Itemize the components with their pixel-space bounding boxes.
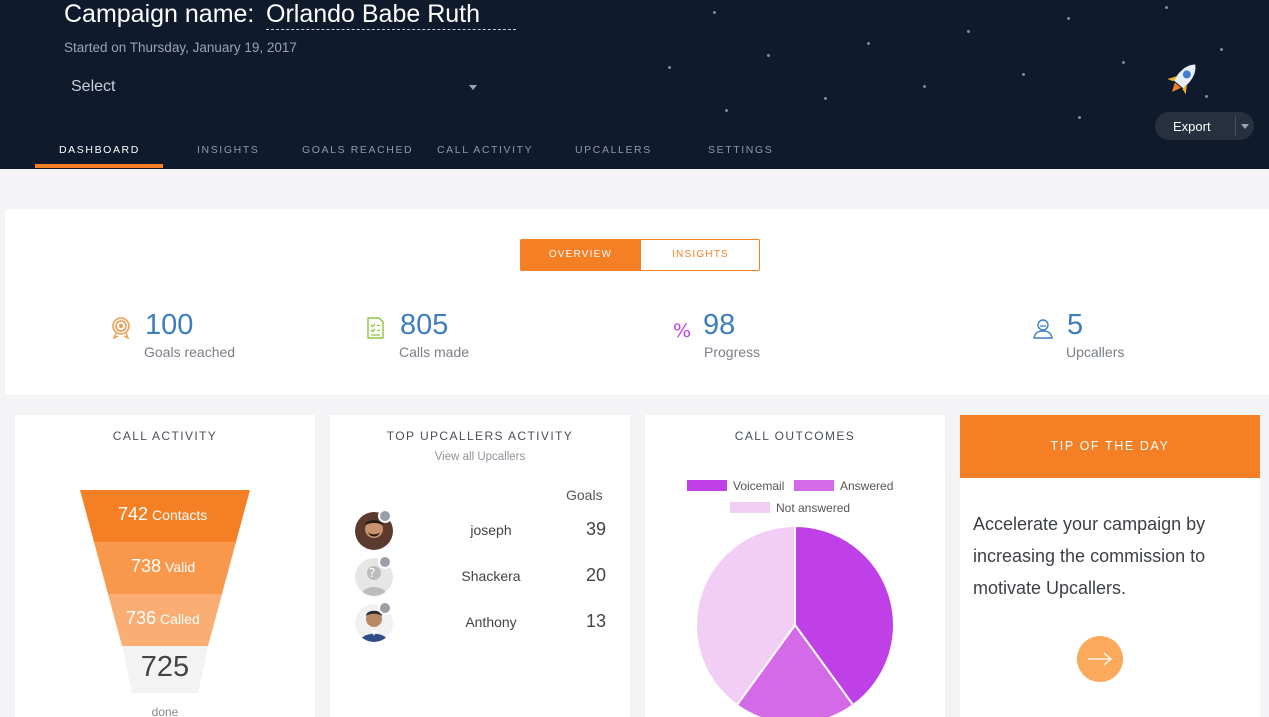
upcaller-row[interactable]: ? Shackera 20 (330, 555, 630, 598)
status-badge (378, 601, 392, 615)
tab-insights[interactable]: INSIGHTS (197, 144, 260, 156)
stat-value: 100 (145, 309, 194, 341)
legend-voicemail[interactable]: Voicemail (687, 479, 784, 493)
funnel-label-valid: 738 Valid (131, 556, 196, 576)
stat-value: 98 (703, 309, 736, 341)
stat-label: Goals reached (144, 344, 236, 360)
upcaller-goals: 13 (585, 611, 606, 631)
tip-of-the-day-card: TIP OF THE DAY Accelerate your campaign … (960, 415, 1260, 717)
legend-swatch (730, 502, 770, 513)
tip-text: Accelerate your campaign by increasing t… (973, 514, 1206, 598)
tab-goals-reached[interactable]: GOALS REACHED (302, 144, 414, 156)
pie-slice-answered[interactable] (735, 623, 855, 717)
card-title: CALL OUTCOMES (734, 429, 856, 443)
pie-slice-not-answered[interactable] (695, 524, 796, 707)
call-outcomes-pie (695, 524, 895, 717)
rocket-icon (1167, 64, 1196, 95)
card-title: TOP UPCALLERS ACTIVITY (386, 429, 574, 443)
upcaller-name: Shackera (461, 568, 521, 584)
legend-swatch (794, 480, 834, 491)
funnel-step-contacts (80, 490, 250, 542)
upcaller-name: Anthony (465, 614, 517, 630)
target-icon (112, 317, 130, 339)
funnel-label-called: 736 Called (126, 608, 200, 628)
stat-value: 5 (1067, 309, 1084, 341)
export-button[interactable]: Export (1155, 112, 1254, 140)
funnel-step-valid (94, 542, 236, 594)
export-label: Export (1173, 119, 1211, 134)
percent-icon: % (673, 320, 691, 339)
funnel-label-contacts: 742 Contacts (118, 504, 208, 524)
legend-swatch (687, 480, 727, 491)
upcaller-name: joseph (470, 522, 512, 538)
campaign-name-field[interactable]: Orlando Babe Ruth (266, 0, 517, 30)
tab-call-activity[interactable]: CALL ACTIVITY (437, 144, 534, 156)
user-icon (1033, 319, 1053, 339)
top-upcallers-card: TOP UPCALLERS ACTIVITY View all Upcaller… (330, 415, 630, 717)
call-outcomes-card: CALL OUTCOMES Voicemail Answered Not ans… (645, 415, 945, 717)
svg-text:?: ? (369, 566, 375, 580)
next-tip-button[interactable] (1077, 636, 1123, 682)
legend-answered[interactable]: Answered (794, 479, 893, 493)
avatar (355, 512, 393, 550)
tab-settings[interactable]: SETTINGS (708, 144, 774, 156)
view-toggle: OVERVIEW INSIGHTS (520, 239, 760, 271)
select-value: Select (71, 78, 116, 95)
legend-not-answered[interactable]: Not answered (730, 501, 850, 515)
funnel-done-value: 725 (140, 651, 190, 683)
chevron-down-icon (469, 85, 477, 90)
campaign-name-label: Campaign name: (64, 0, 255, 28)
toggle-insights[interactable]: INSIGHTS (640, 240, 759, 270)
upcaller-row[interactable]: joseph 39 (330, 509, 630, 552)
funnel-done-label: done (151, 705, 179, 717)
chevron-down-icon[interactable] (1241, 124, 1249, 129)
tip-header: TIP OF THE DAY (960, 415, 1260, 478)
status-badge (378, 555, 392, 569)
status-badge (378, 509, 392, 523)
funnel-step-done (122, 646, 208, 693)
active-tab-indicator (35, 164, 163, 168)
campaign-header: Campaign name: Orlando Babe Ruth Started… (0, 0, 1269, 169)
tab-upcallers[interactable]: UPCALLERS (575, 144, 652, 156)
funnel-chart (80, 490, 250, 693)
goals-column-header: Goals (566, 487, 603, 503)
card-title: CALL ACTIVITY (112, 429, 218, 443)
campaign-select[interactable]: Select (71, 78, 477, 100)
chart-legend: Voicemail Answered Not answered (645, 479, 945, 519)
upcaller-goals: 39 (585, 519, 606, 539)
call-activity-card: CALL ACTIVITY 742 Contacts 738 Valid 736 Ca… (15, 415, 315, 717)
stat-label: Calls made (399, 344, 470, 360)
pie-slice-voicemail[interactable] (794, 524, 895, 707)
funnel-step-called (108, 594, 222, 646)
campaign-start-date: Started on Thursday, January 19, 2017 (64, 40, 297, 55)
upcaller-goals: 20 (585, 565, 606, 585)
tip-title: TIP OF THE DAY (1050, 439, 1170, 453)
toggle-overview[interactable]: OVERVIEW (521, 240, 640, 270)
stat-value: 805 (400, 309, 449, 341)
view-all-upcallers-link[interactable]: View all Upcallers (434, 451, 526, 463)
stat-label: Upcallers (1066, 344, 1125, 360)
stat-label: Progress (704, 344, 761, 360)
arrow-right-icon (1088, 652, 1112, 666)
divider (1235, 116, 1236, 136)
upcaller-row[interactable]: Anthony 13 (330, 601, 630, 644)
tab-dashboard[interactable]: DASHBOARD (59, 144, 140, 156)
svg-text:%: % (673, 320, 691, 339)
overview-panel: OVERVIEW INSIGHTS 100 Goals reached 805 … (5, 209, 1269, 395)
checklist-icon (367, 317, 384, 339)
